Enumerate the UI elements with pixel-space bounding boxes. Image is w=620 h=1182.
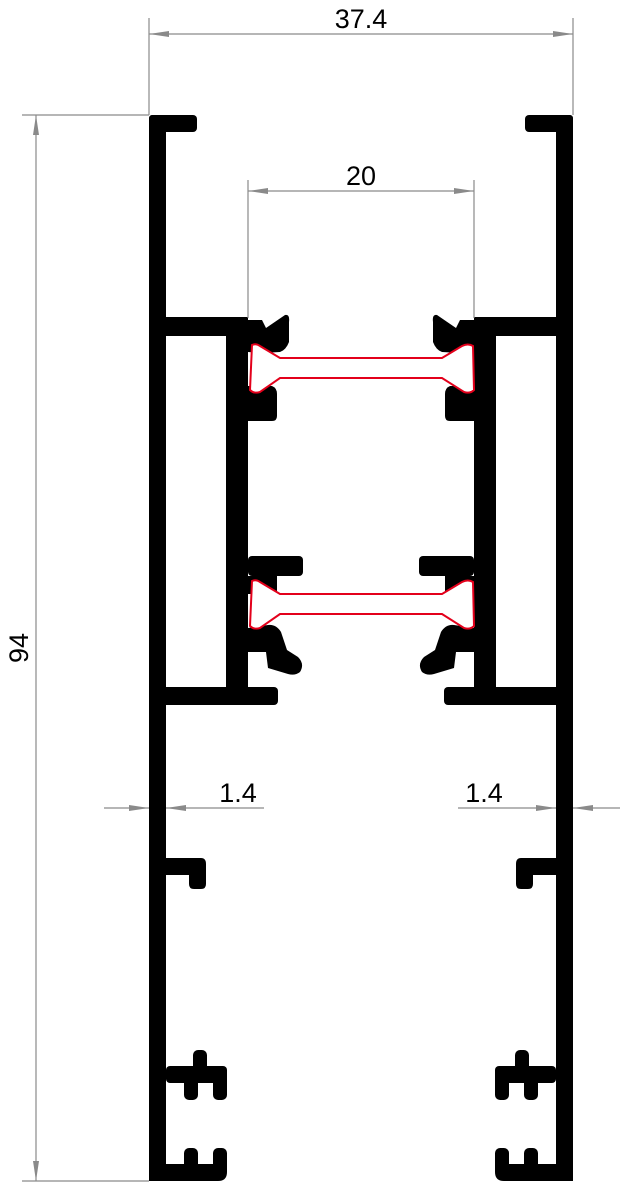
dimension-inner-width: 20 [247, 161, 475, 318]
conductor-lower [248, 579, 476, 630]
dimension-wall-left: 1.4 [104, 778, 264, 811]
dimension-label-wall-right: 1.4 [465, 778, 503, 808]
dimension-overall-height: 94 [4, 114, 149, 1182]
dimension-label-wall-left: 1.4 [219, 778, 257, 808]
dimension-overall-width: 37.4 [148, 4, 574, 115]
profile-left-half [149, 115, 303, 1181]
aluminium-profile [149, 115, 573, 1181]
conductor-upper [248, 343, 476, 394]
profile-right-half [419, 115, 573, 1181]
dimension-label-overall-height: 94 [4, 633, 34, 663]
dimension-label-inner-width: 20 [346, 161, 376, 191]
dimension-label-overall-width: 37.4 [335, 4, 388, 34]
dimension-wall-right: 1.4 [458, 778, 620, 811]
